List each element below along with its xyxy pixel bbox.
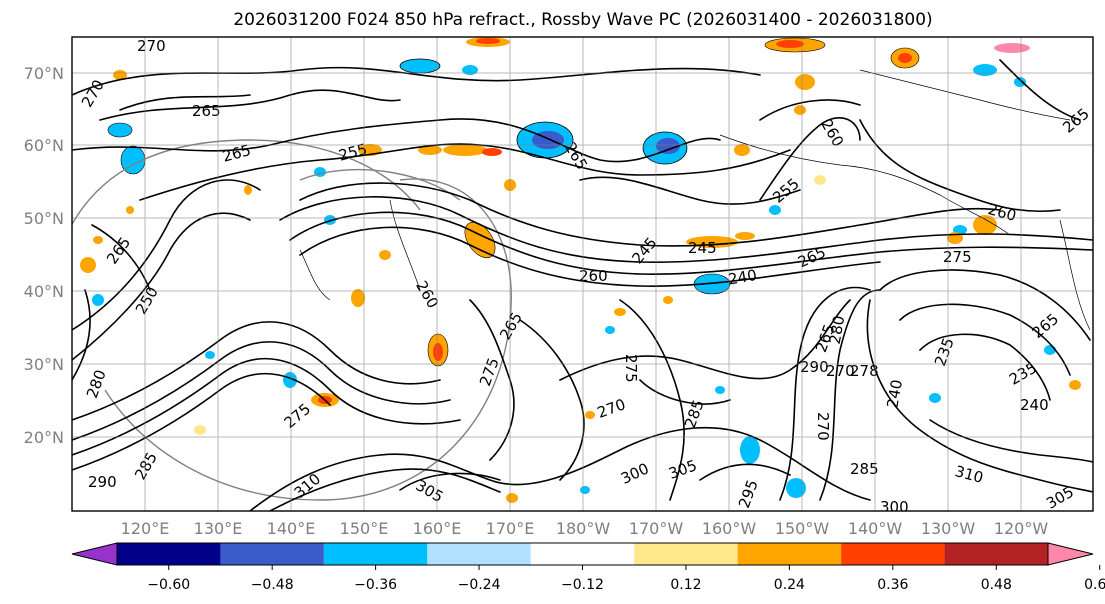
contour-label: 290 <box>88 473 117 491</box>
colorbar-tick-label: 0.60 <box>1084 577 1105 593</box>
contour-label: 280 <box>826 314 849 345</box>
latitude-labels: 70°N 60°N 50°N 40°N 30°N 20°N <box>24 64 64 447</box>
lat-label-20n: 20°N <box>24 428 64 447</box>
colorbar-segment <box>427 543 531 565</box>
lon-label-170w: 170°W <box>629 519 684 538</box>
longitude-labels: 120°E 130°E 140°E 150°E 160°E 170°E 180°… <box>121 519 1049 538</box>
lat-label-30n: 30°N <box>24 355 64 374</box>
lat-label-50n: 50°N <box>24 209 64 228</box>
colorbar: −0.60 −0.48 −0.36 −0.24 −0.12 0.12 0.24 … <box>71 542 1105 593</box>
colorbar-segment <box>634 543 738 565</box>
contour-label: 270 <box>137 37 166 55</box>
lon-label-150w: 150°W <box>775 519 830 538</box>
contour-label: 265 <box>192 102 221 120</box>
contour-label: 290 <box>800 358 829 376</box>
colorbar-tick-label: 0.24 <box>774 577 805 593</box>
lon-label-140w: 140°W <box>848 519 903 538</box>
lon-label-140e: 140°E <box>267 519 316 538</box>
map-frame <box>71 36 1094 512</box>
colorbar-tick-label: 0.48 <box>981 577 1012 593</box>
colorbar-segment <box>323 543 428 565</box>
contour-label: 285 <box>850 460 879 478</box>
colorbar-tick-label: −0.36 <box>354 577 397 593</box>
lon-label-170e: 170°E <box>486 519 535 538</box>
colorbar-tick-label: 0.36 <box>877 577 908 593</box>
contour-label: 240 <box>1020 396 1049 414</box>
colorbar-tick-label: 0.12 <box>670 577 701 593</box>
lon-label-120e: 120°E <box>121 519 170 538</box>
coastlines <box>299 69 1091 331</box>
lon-label-130w: 130°W <box>921 519 976 538</box>
colorbar-segment <box>117 543 221 565</box>
colorbar-segment <box>220 543 324 565</box>
colorbar-segment <box>530 543 635 565</box>
lon-label-130e: 130°E <box>194 519 243 538</box>
contour-label: 270 <box>826 362 855 380</box>
colorbar-tick-label: −0.24 <box>458 577 501 593</box>
lat-label-70n: 70°N <box>24 64 64 83</box>
plot-title: 2026031200 F024 850 hPa refract., Rossby… <box>233 10 932 30</box>
graticule <box>72 37 1093 511</box>
contour-label: 270 <box>814 412 832 441</box>
colorbar-tick-label: −0.12 <box>561 577 604 593</box>
lon-label-160w: 160°W <box>702 519 757 538</box>
colorbar-segment <box>841 543 945 565</box>
contour-label: 275 <box>943 248 972 266</box>
contour-label: 275 <box>622 354 640 383</box>
lon-label-180w: 180°W <box>556 519 611 538</box>
lat-label-60n: 60°N <box>24 136 64 155</box>
colorbar-segment <box>737 543 842 565</box>
colorbar-extend-low <box>71 542 118 566</box>
contour-label: 240 <box>883 378 906 409</box>
colorbar-segment <box>944 543 1048 565</box>
colorbar-tick-label: −0.60 <box>147 577 190 593</box>
great-circle-lines <box>72 139 512 501</box>
map-panel: 270 270 265 265 255 255 260 260 265 265 … <box>72 37 1093 516</box>
lat-label-40n: 40°N <box>24 282 64 301</box>
contour-label: 278 <box>850 362 879 380</box>
contour-label: 300 <box>880 498 909 516</box>
colorbar-tick-label: −0.48 <box>251 577 294 593</box>
colorbar-extend-high <box>1047 542 1094 566</box>
colorbar-ticks <box>168 565 1101 570</box>
contour-label: 260 <box>579 267 608 285</box>
lon-label-160e: 160°E <box>413 519 462 538</box>
contour-label: 245 <box>688 239 717 257</box>
colorbar-tick-labels: −0.60 −0.48 −0.36 −0.24 −0.12 0.12 0.24 … <box>147 577 1105 593</box>
lon-label-150e: 150°E <box>340 519 389 538</box>
contour-label: 240 <box>727 266 758 289</box>
lon-label-120w: 120°W <box>994 519 1049 538</box>
